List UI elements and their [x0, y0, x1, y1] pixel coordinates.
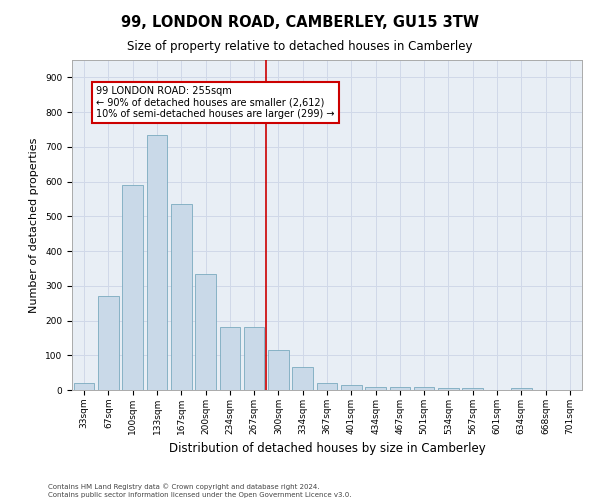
Bar	[414, 387, 434, 390]
Bar	[122, 185, 143, 390]
X-axis label: Distribution of detached houses by size in Camberley: Distribution of detached houses by size …	[169, 442, 485, 456]
Bar	[146, 134, 167, 390]
Bar	[220, 328, 240, 390]
Bar	[74, 383, 94, 390]
Bar	[463, 388, 483, 390]
Bar	[292, 368, 313, 390]
Text: Contains HM Land Registry data © Crown copyright and database right 2024.
Contai: Contains HM Land Registry data © Crown c…	[48, 484, 352, 498]
Bar	[195, 274, 216, 390]
Text: Size of property relative to detached houses in Camberley: Size of property relative to detached ho…	[127, 40, 473, 53]
Bar	[317, 383, 337, 390]
Bar	[341, 385, 362, 390]
Bar	[98, 296, 119, 390]
Bar	[171, 204, 191, 390]
Bar	[389, 386, 410, 390]
Bar	[268, 350, 289, 390]
Bar	[244, 328, 265, 390]
Bar	[438, 388, 459, 390]
Y-axis label: Number of detached properties: Number of detached properties	[29, 138, 40, 312]
Text: 99 LONDON ROAD: 255sqm
← 90% of detached houses are smaller (2,612)
10% of semi-: 99 LONDON ROAD: 255sqm ← 90% of detached…	[96, 86, 335, 120]
Text: 99, LONDON ROAD, CAMBERLEY, GU15 3TW: 99, LONDON ROAD, CAMBERLEY, GU15 3TW	[121, 15, 479, 30]
Bar	[511, 388, 532, 390]
Bar	[365, 386, 386, 390]
